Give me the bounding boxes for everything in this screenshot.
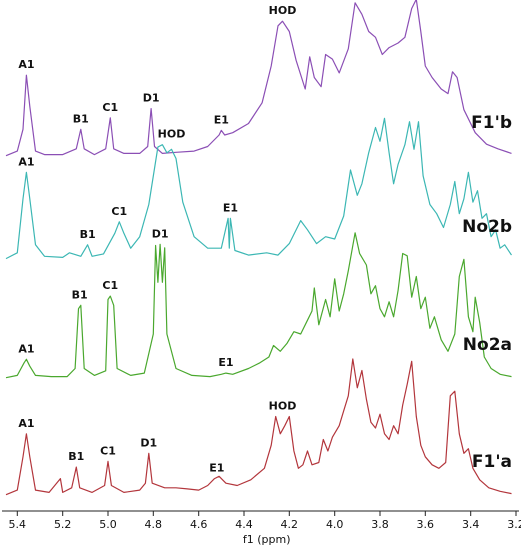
peak-label-f1b-c1: C1 <box>102 101 118 114</box>
peak-label-no2a-c1: C1 <box>102 279 118 292</box>
spectrum-name-no2b: No2b <box>462 217 512 237</box>
peak-label-no2a-a1: A1 <box>18 342 34 355</box>
x-tick-label: 3.4 <box>462 518 480 531</box>
peak-label-no2a-d1: D1 <box>152 227 169 240</box>
spectrum-trace-f1a <box>5 358 512 496</box>
x-axis-ticks: 5.4 5.2 5.0 4.8 4.6 4.4 4.2 4.0 3.8 3.6 3.4 3.2 <box>9 511 521 531</box>
peak-label-f1b-b1: B1 <box>73 112 89 125</box>
x-tick-label: 5.2 <box>54 518 72 531</box>
peak-label-f1a-b1: B1 <box>68 450 84 463</box>
peak-labels: F1'b A1 B1 C1 D1 E1 HOD No2b A1 B1 C1 HOD E1 No2a A1 B1… <box>18 4 512 474</box>
peak-label-f1a-hod: HOD <box>269 400 297 413</box>
peak-label-no2b-b1: B1 <box>80 228 96 241</box>
x-tick-label: 5.0 <box>99 518 117 531</box>
peak-label-f1a-c1: C1 <box>100 444 116 457</box>
peak-label-f1a-e1: E1 <box>209 462 224 475</box>
x-tick-label: 4.0 <box>326 518 344 531</box>
x-tick-label: 3.2 <box>507 518 521 531</box>
spectrum-trace-f1b <box>5 0 512 157</box>
x-tick-label: 4.4 <box>235 518 253 531</box>
peak-label-f1a-a1: A1 <box>18 417 34 430</box>
peak-label-f1a-d1: D1 <box>140 436 157 449</box>
x-tick-label: 4.2 <box>281 518 299 531</box>
peak-label-no2a-b1: B1 <box>72 288 88 301</box>
x-tick-label: 4.8 <box>145 518 163 531</box>
peak-label-no2b-e1: E1 <box>223 201 238 214</box>
peak-label-no2a-e1: E1 <box>218 356 233 369</box>
spectra-traces <box>5 0 513 496</box>
spectrum-name-f1a: F1'a <box>472 452 512 472</box>
peak-label-f1b-d1: D1 <box>143 92 160 105</box>
peak-label-f1b-hod: HOD <box>269 4 297 17</box>
x-axis: 5.4 5.2 5.0 4.8 4.6 4.4 4.2 4.0 3.8 3.6 3.4 3.2 f1 … <box>2 510 521 546</box>
x-tick-label: 5.4 <box>9 518 27 531</box>
x-tick-label: 3.6 <box>417 518 435 531</box>
spectrum-trace-no2a <box>5 232 512 379</box>
peak-label-no2b-hod: HOD <box>158 128 186 141</box>
peak-label-f1b-e1: E1 <box>214 113 229 126</box>
peak-label-no2b-c1: C1 <box>111 205 127 218</box>
peak-label-no2b-a1: A1 <box>18 155 34 168</box>
peak-label-f1b-a1: A1 <box>18 58 34 71</box>
spectrum-trace-no2b <box>5 117 513 260</box>
x-axis-title: f1 (ppm) <box>243 533 291 546</box>
x-tick-label: 4.6 <box>190 518 208 531</box>
spectrum-name-f1b: F1'b <box>471 113 512 133</box>
spectrum-name-no2a: No2a <box>463 335 512 355</box>
x-tick-label: 3.8 <box>371 518 389 531</box>
